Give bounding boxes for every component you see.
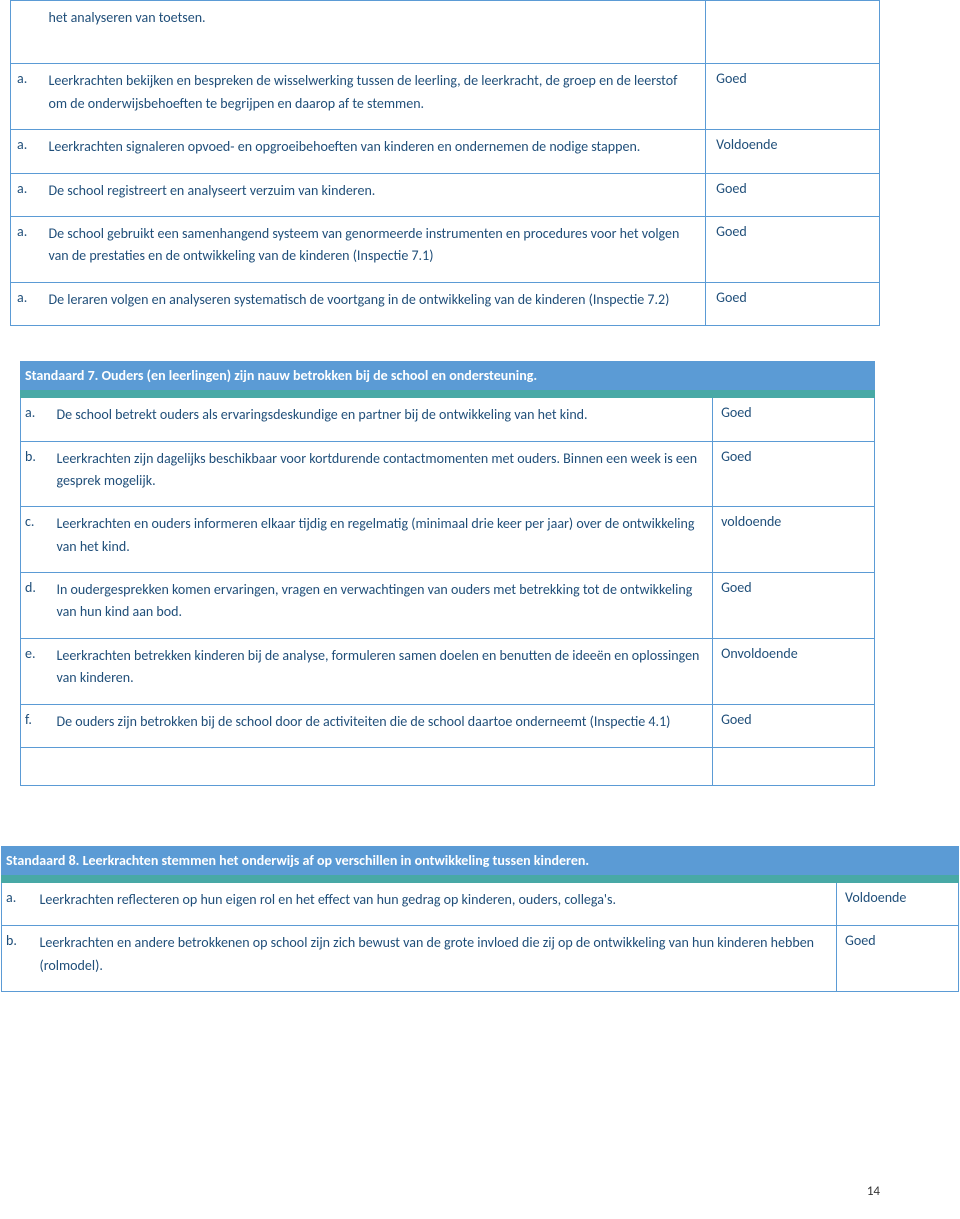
row-rating: Goed (706, 173, 880, 216)
table-row: a. Leerkrachten bekijken en bespreken de… (11, 64, 880, 130)
row-description: het analyseren van toetsen. (38, 1, 705, 64)
row-rating: Goed (713, 573, 875, 639)
table-row: d. In oudergesprekken komen ervaringen, … (21, 573, 875, 639)
row-description: De leraren volgen en analyseren systemat… (38, 282, 705, 325)
row-letter: c. (21, 507, 49, 573)
row-rating: Goed (837, 926, 959, 992)
row-letter: b. (2, 926, 30, 992)
row-rating: Goed (706, 216, 880, 282)
table-row: c. Leerkrachten en ouders informeren elk… (21, 507, 875, 573)
row-letter: f. (21, 704, 49, 747)
row-rating: Goed (713, 704, 875, 747)
row-letter (11, 1, 39, 64)
table-header-title: Standaard 8. Leerkrachten stemmen het on… (2, 847, 837, 875)
row-description: De school gebruikt een samenhangend syst… (38, 216, 705, 282)
row-letter: b. (21, 441, 49, 507)
row-description: De school registreert en analyseert verz… (38, 173, 705, 216)
table-accent-row (2, 875, 959, 883)
row-rating: Voldoende (706, 130, 880, 173)
table-row: het analyseren van toetsen. (11, 1, 880, 64)
table-empty-row (21, 748, 875, 786)
row-letter: a. (11, 64, 39, 130)
row-letter: a. (11, 130, 39, 173)
row-letter: a. (11, 216, 39, 282)
table-row: b. Leerkrachten zijn dagelijks beschikba… (21, 441, 875, 507)
row-description: Leerkrachten zijn dagelijks beschikbaar … (48, 441, 712, 507)
table-row: f. De ouders zijn betrokken bij de schoo… (21, 704, 875, 747)
table-row: a. Leerkrachten signaleren opvoed- en op… (11, 130, 880, 173)
row-rating: Goed (706, 282, 880, 325)
table-row: a. Leerkrachten reflecteren op hun eigen… (2, 883, 959, 926)
row-letter: a. (21, 398, 49, 441)
table-row: e. Leerkrachten betrekken kinderen bij d… (21, 638, 875, 704)
row-description: De ouders zijn betrokken bij de school d… (48, 704, 712, 747)
page-number: 14 (867, 1184, 880, 1199)
row-letter: d. (21, 573, 49, 639)
table-accent-row (21, 390, 875, 398)
table-row: a. De school registreert en analyseert v… (11, 173, 880, 216)
row-description: Leerkrachten reflecteren op hun eigen ro… (29, 883, 836, 926)
row-rating: Voldoende (837, 883, 959, 926)
row-rating: Onvoldoende (713, 638, 875, 704)
table-standaard-7: Standaard 7. Ouders (en leerlingen) zijn… (20, 361, 875, 786)
row-letter: a. (11, 173, 39, 216)
row-rating: voldoende (713, 507, 875, 573)
table-row: b. Leerkrachten en andere betrokkenen op… (2, 926, 959, 992)
row-description: Leerkrachten betrekken kinderen bij de a… (48, 638, 712, 704)
row-description: Leerkrachten en andere betrokkenen op sc… (29, 926, 836, 992)
table-header-title: Standaard 7. Ouders (en leerlingen) zijn… (21, 362, 713, 390)
row-description: Leerkrachten bekijken en bespreken de wi… (38, 64, 705, 130)
table-header-rating (837, 847, 959, 875)
row-rating: Goed (713, 441, 875, 507)
table-continuation: het analyseren van toetsen. a. Leerkrach… (10, 0, 880, 326)
row-letter: a. (11, 282, 39, 325)
table-row: a. De leraren volgen en analyseren syste… (11, 282, 880, 325)
table-row: a. De school gebruikt een samenhangend s… (11, 216, 880, 282)
row-description: De school betrekt ouders als ervaringsde… (48, 398, 712, 441)
table-header-row: Standaard 8. Leerkrachten stemmen het on… (2, 847, 959, 875)
row-rating (706, 1, 880, 64)
table-header-row: Standaard 7. Ouders (en leerlingen) zijn… (21, 362, 875, 390)
table-header-rating (713, 362, 875, 390)
row-letter: e. (21, 638, 49, 704)
row-rating: Goed (713, 398, 875, 441)
table-row: a. De school betrekt ouders als ervaring… (21, 398, 875, 441)
row-description: In oudergesprekken komen ervaringen, vra… (48, 573, 712, 639)
row-letter: a. (2, 883, 30, 926)
row-rating: Goed (706, 64, 880, 130)
row-description: Leerkrachten en ouders informeren elkaar… (48, 507, 712, 573)
row-description: Leerkrachten signaleren opvoed- en opgro… (38, 130, 705, 173)
table-standaard-8: Standaard 8. Leerkrachten stemmen het on… (1, 846, 959, 992)
